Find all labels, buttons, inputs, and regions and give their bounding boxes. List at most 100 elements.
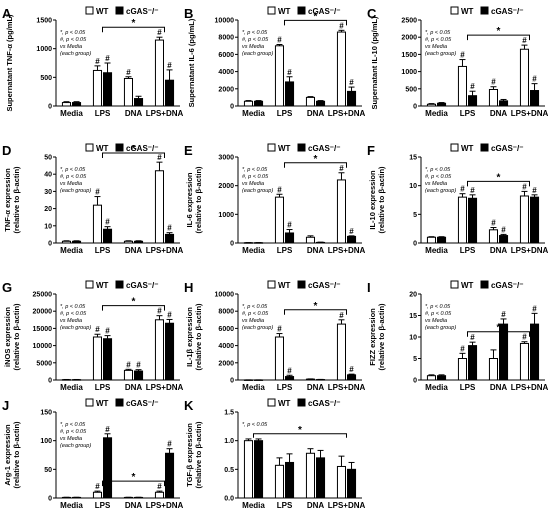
y-tick-label: 4000 <box>218 69 234 76</box>
note-line: #, p < 0.05 <box>60 37 87 43</box>
x-tick-label: Media <box>242 383 265 392</box>
panel-letter: D <box>2 143 11 158</box>
bar-wt <box>274 336 285 381</box>
bar-ko <box>103 338 113 381</box>
bar-wt <box>154 319 165 381</box>
legend-label-ko: cGAS⁻/⁻ <box>308 144 340 153</box>
panel-J: J Arg-1 expression (relative to β-actin) 0 5… <box>2 398 184 510</box>
panel-H: H IL-1β expression (relative to β-actin) 0 2… <box>184 280 366 392</box>
y-tick-label: 0 <box>413 241 417 248</box>
y-axis-label: IL-1β expression <box>185 307 194 367</box>
legend-label-wt: WT <box>96 144 109 153</box>
x-tick-label: LPS+DNA <box>146 501 184 510</box>
x-tick-label: DNA <box>490 383 508 392</box>
bar-ko <box>499 323 509 381</box>
panel-letter: K <box>184 398 194 413</box>
hash-mark: # <box>349 78 354 87</box>
y-tick-label: 6000 <box>218 52 234 59</box>
y-tick-label: 8000 <box>218 35 234 42</box>
bar-ko <box>285 81 295 107</box>
significance-bracket <box>253 433 347 438</box>
hash-mark: # <box>491 219 496 228</box>
significance-bracket <box>284 19 347 26</box>
y-axis-label: Supernatant IL-6 (pg/mL) <box>187 18 196 107</box>
bar-wt <box>305 236 316 244</box>
y-axis-label: Arg-1 expression <box>3 424 12 486</box>
hash-mark: # <box>522 333 527 342</box>
note-line: (each group) <box>60 51 91 57</box>
bar-wt <box>488 88 499 107</box>
panel-letter: H <box>184 280 193 295</box>
y-tick-label: 1.0 <box>224 438 234 445</box>
y-tick-label: 2000 <box>218 86 234 93</box>
y-axis-label: Supernatant TNF-α (pg/mL) <box>5 14 14 112</box>
bar-wt <box>92 491 103 499</box>
y-tick-label: 0.0 <box>224 496 234 503</box>
legend-swatch-ko <box>480 280 489 289</box>
bar-ko <box>347 374 357 381</box>
y-tick-label: 10 <box>409 183 417 190</box>
y-tick-label: 10000 <box>215 18 235 25</box>
legend-label-wt: WT <box>278 399 291 408</box>
legend-label-wt: WT <box>278 281 291 290</box>
legend-label-ko: cGAS⁻/⁻ <box>126 7 158 16</box>
bar-ko <box>254 100 264 107</box>
y-tick-label: 10000 <box>33 343 53 350</box>
bar-wt <box>488 229 499 244</box>
significance-bracket <box>467 180 530 187</box>
hash-mark: # <box>157 153 162 162</box>
legend-label-ko: cGAS⁻/⁻ <box>491 144 523 153</box>
panel-letter: C <box>367 6 377 21</box>
y-axis-label-unit: (relative to β-actin) <box>194 421 203 489</box>
y-tick-label: 2500 <box>401 18 417 25</box>
y-tick-label: 100 <box>40 438 52 445</box>
x-tick-label: LPS <box>95 246 111 255</box>
bar-wt <box>457 358 468 381</box>
legend-label-wt: WT <box>278 144 291 153</box>
hash-mark: # <box>522 36 527 45</box>
legend-swatch-wt <box>450 6 459 15</box>
hash-mark: # <box>460 344 465 353</box>
star-mark: * <box>132 144 136 155</box>
y-tick-label: 0 <box>413 104 417 111</box>
bar-wt <box>519 48 530 107</box>
legend-swatch-ko <box>115 398 124 407</box>
y-tick-label: 0 <box>413 378 417 385</box>
note-line: *, p < 0.05 <box>242 422 268 428</box>
hash-mark: # <box>470 333 475 342</box>
bar-wt <box>61 102 71 107</box>
legend-label-ko: cGAS⁻/⁻ <box>308 7 340 16</box>
bar-wt <box>243 440 254 499</box>
hash-mark: # <box>532 75 537 84</box>
bar-wt <box>123 369 134 381</box>
hash-mark: # <box>157 307 162 316</box>
legend-label-ko: cGAS⁻/⁻ <box>126 281 158 290</box>
bar-wt <box>426 375 437 381</box>
x-tick-label: Media <box>60 109 83 118</box>
legend-label-ko: cGAS⁻/⁻ <box>491 281 523 290</box>
y-tick-label: 0 <box>48 378 52 385</box>
significance-bracket <box>284 162 347 168</box>
star-mark: * <box>314 154 318 165</box>
bar-wt <box>274 196 285 244</box>
bar-ko <box>165 322 175 381</box>
bar-ko <box>285 376 295 381</box>
bar-ko <box>254 440 264 499</box>
hash-mark: # <box>287 366 292 375</box>
x-tick-label: DNA <box>307 383 325 392</box>
y-tick-label: 1500 <box>401 52 417 59</box>
note-line: vs Media <box>60 181 82 187</box>
legend-label-ko: cGAS⁻/⁻ <box>126 144 158 153</box>
hash-mark: # <box>501 310 506 319</box>
legend-swatch-wt <box>85 6 94 15</box>
note-line: vs Media <box>60 318 82 324</box>
note-line: vs Media <box>425 44 447 50</box>
y-axis-label-unit: (relative to β-actin) <box>12 421 21 489</box>
bar-ko <box>103 72 113 107</box>
significance-bracket <box>102 152 165 158</box>
y-tick-label: 6000 <box>218 326 234 333</box>
bar-ko <box>437 375 447 381</box>
bar-wt <box>457 196 468 244</box>
bar-wt <box>274 45 285 107</box>
bar-ko <box>468 95 478 107</box>
